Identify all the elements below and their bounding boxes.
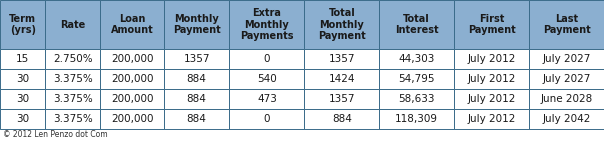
Bar <box>230 109 304 129</box>
Bar <box>529 0 604 49</box>
Bar <box>304 69 379 89</box>
Bar <box>45 89 100 109</box>
Text: Loan
Amount: Loan Amount <box>111 14 153 35</box>
Bar <box>230 69 304 89</box>
Text: 30: 30 <box>16 94 30 104</box>
Text: 30: 30 <box>16 114 30 124</box>
Bar <box>230 0 304 49</box>
Text: First
Payment: First Payment <box>467 14 515 35</box>
Text: 118,309: 118,309 <box>395 114 439 124</box>
Text: 15: 15 <box>16 54 30 64</box>
Bar <box>164 89 230 109</box>
Bar <box>164 109 230 129</box>
Bar <box>100 0 164 49</box>
Bar <box>100 109 164 129</box>
Text: July 2012: July 2012 <box>467 74 516 84</box>
Text: 200,000: 200,000 <box>111 94 153 104</box>
Text: 30: 30 <box>16 74 30 84</box>
Bar <box>0 0 45 49</box>
Text: 884: 884 <box>187 114 207 124</box>
Bar <box>0 49 45 69</box>
Bar <box>454 109 529 129</box>
Text: 200,000: 200,000 <box>111 54 153 64</box>
Text: 1357: 1357 <box>329 94 355 104</box>
Text: 884: 884 <box>187 94 207 104</box>
Bar <box>0 109 45 129</box>
Bar <box>529 69 604 89</box>
Bar <box>164 49 230 69</box>
Bar <box>304 109 379 129</box>
Text: 1357: 1357 <box>184 54 210 64</box>
Bar <box>230 49 304 69</box>
Bar <box>304 89 379 109</box>
Text: Total
Monthly
Payment: Total Monthly Payment <box>318 8 365 41</box>
Bar <box>100 89 164 109</box>
Text: 0: 0 <box>263 54 270 64</box>
Bar <box>230 89 304 109</box>
Text: Monthly
Payment: Monthly Payment <box>173 14 220 35</box>
Text: July 2027: July 2027 <box>542 54 591 64</box>
Text: 3.375%: 3.375% <box>53 94 93 104</box>
Bar <box>454 0 529 49</box>
Text: June 2028: June 2028 <box>541 94 593 104</box>
Bar <box>164 0 230 49</box>
Bar <box>379 49 454 69</box>
Text: July 2012: July 2012 <box>467 54 516 64</box>
Text: 58,633: 58,633 <box>399 94 435 104</box>
Text: Rate: Rate <box>60 20 86 30</box>
Text: 200,000: 200,000 <box>111 74 153 84</box>
Bar <box>45 49 100 69</box>
Bar <box>379 109 454 129</box>
Bar <box>45 109 100 129</box>
Text: Last
Payment: Last Payment <box>542 14 591 35</box>
Bar <box>304 49 379 69</box>
Text: 884: 884 <box>332 114 352 124</box>
Bar <box>529 109 604 129</box>
Bar <box>529 49 604 69</box>
Text: 884: 884 <box>187 74 207 84</box>
Text: 2.750%: 2.750% <box>53 54 93 64</box>
Text: July 2027: July 2027 <box>542 74 591 84</box>
Text: 473: 473 <box>257 94 277 104</box>
Text: 0: 0 <box>263 114 270 124</box>
Bar <box>379 89 454 109</box>
Text: 200,000: 200,000 <box>111 114 153 124</box>
Text: 44,303: 44,303 <box>399 54 435 64</box>
Text: 54,795: 54,795 <box>399 74 435 84</box>
Bar <box>379 0 454 49</box>
Bar <box>100 69 164 89</box>
Bar <box>379 69 454 89</box>
Bar <box>100 49 164 69</box>
Text: © 2012 Len Penzo dot Com: © 2012 Len Penzo dot Com <box>3 130 108 139</box>
Bar <box>45 0 100 49</box>
Text: July 2012: July 2012 <box>467 94 516 104</box>
Text: Total
Interest: Total Interest <box>395 14 439 35</box>
Text: 540: 540 <box>257 74 277 84</box>
Text: Term
(yrs): Term (yrs) <box>9 14 36 35</box>
Text: 3.375%: 3.375% <box>53 74 93 84</box>
Text: Extra
Monthly
Payments: Extra Monthly Payments <box>240 8 294 41</box>
Bar <box>164 69 230 89</box>
Bar <box>529 89 604 109</box>
Bar <box>45 69 100 89</box>
Bar <box>0 89 45 109</box>
Bar <box>454 89 529 109</box>
Bar <box>304 0 379 49</box>
Bar <box>454 69 529 89</box>
Text: July 2012: July 2012 <box>467 114 516 124</box>
Text: 1357: 1357 <box>329 54 355 64</box>
Text: 3.375%: 3.375% <box>53 114 93 124</box>
Bar <box>454 49 529 69</box>
Bar <box>0 69 45 89</box>
Text: 1424: 1424 <box>329 74 355 84</box>
Text: July 2042: July 2042 <box>542 114 591 124</box>
